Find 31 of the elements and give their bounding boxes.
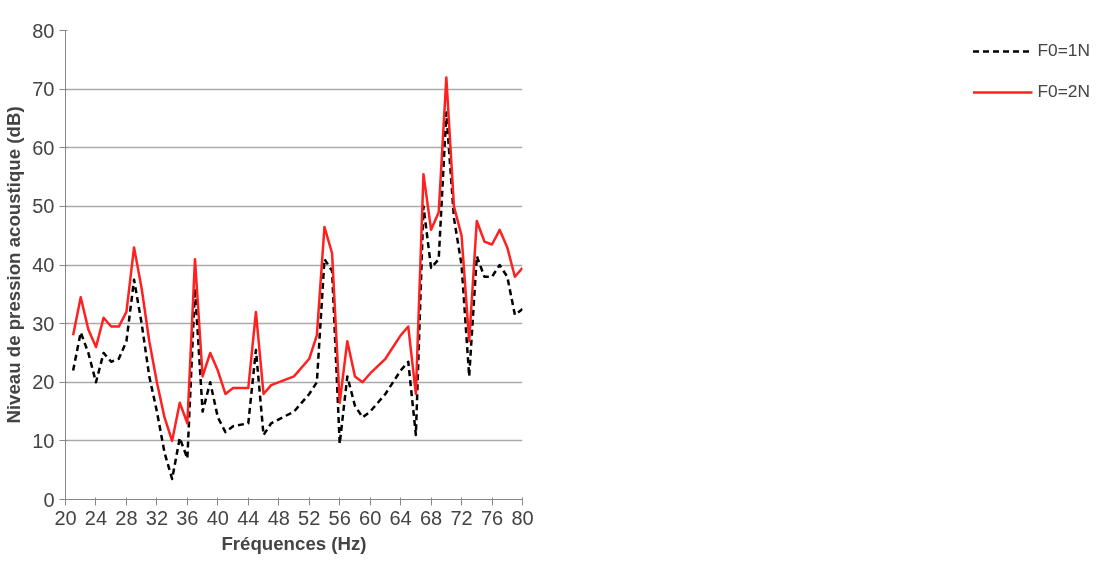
legend-label: F0=2N — [1037, 81, 1090, 102]
legend-label: F0=1N — [1037, 40, 1090, 61]
x-tick-label: 44 — [237, 506, 260, 529]
x-tick-label: 64 — [389, 506, 412, 529]
x-tick-label: 52 — [298, 506, 321, 529]
x-tick-label: 68 — [419, 506, 443, 529]
y-tick-label: 30 — [32, 312, 55, 335]
line-series — [71, 111, 523, 481]
x-tick-label: 40 — [206, 506, 229, 529]
x-tick-label: 20 — [54, 506, 77, 529]
y-tick-label: 10 — [32, 429, 55, 452]
y-tick-label: 50 — [32, 195, 55, 218]
y-tick-label: 20 — [32, 371, 55, 394]
x-tick-label: 80 — [511, 506, 534, 529]
x-tick-label: 28 — [115, 506, 138, 529]
x-axis-title: Fréquences (Hz) — [221, 532, 367, 554]
y-tick-label: 60 — [32, 136, 55, 159]
x-tick-label: 60 — [359, 506, 382, 529]
y-axis-title: Niveau de pression acoustique (dB) — [3, 106, 25, 424]
x-tick-label: 36 — [176, 506, 199, 529]
y-tick-label: 70 — [32, 78, 55, 101]
y-tick-label: 0 — [43, 488, 55, 511]
x-tick-label: 32 — [145, 506, 169, 529]
x-tick-label: 24 — [84, 506, 108, 529]
y-tick-label: 40 — [32, 254, 55, 276]
x-tick-label: 76 — [480, 506, 504, 529]
x-tick-label: 56 — [328, 506, 351, 529]
x-tick-label: 72 — [450, 506, 473, 529]
line-series — [71, 76, 523, 443]
x-tick-label: 48 — [267, 506, 290, 529]
y-tick-label: 80 — [32, 19, 55, 42]
